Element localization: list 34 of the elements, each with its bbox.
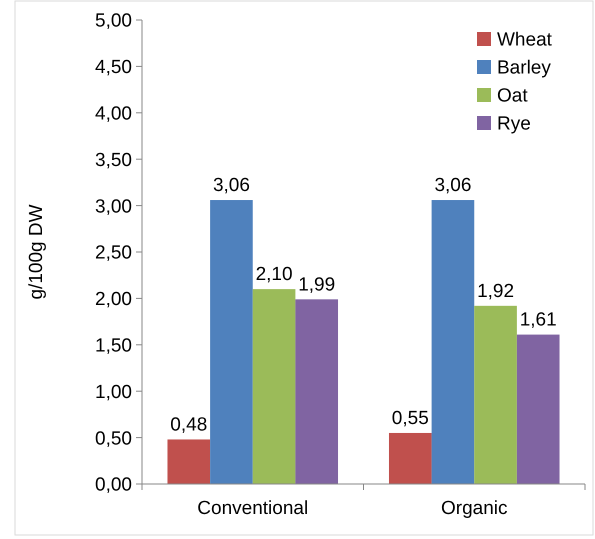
bar [474,306,517,484]
y-tick-label: 5,00 [95,10,132,32]
data-label: 1,61 [520,310,557,331]
bar [210,200,253,484]
legend-label: Barley [497,58,552,79]
y-tick-label: 2,00 [95,289,132,310]
data-label: 0,48 [170,414,208,436]
y-axis-title: g/100g DW [26,204,47,300]
y-tick-label: 1,00 [95,382,132,403]
data-label: 1,92 [477,280,514,302]
y-tick-label: 3,50 [95,150,132,171]
legend-label: Wheat [497,30,553,51]
y-tick-label: 1,50 [95,335,132,356]
data-label: 1,99 [298,274,336,296]
y-tick-label: 4,50 [95,57,132,78]
y-tick-label: 2,50 [95,242,132,264]
data-label: 3,06 [434,175,472,196]
bar [432,200,474,484]
y-tick-label: 0,50 [95,428,132,450]
data-label: 3,06 [212,175,250,196]
bar [388,432,432,484]
x-tick-label: Organic [440,498,508,519]
bar [167,439,210,484]
legend-label: Rye [497,114,531,135]
bar [516,334,560,484]
data-label: 0,55 [392,408,429,429]
y-tick-label: 0,00 [95,474,132,496]
x-tick-label: Conventional [197,498,308,519]
legend-label: Oat [497,86,528,107]
y-tick-label: 3,00 [95,196,132,218]
bar [252,289,296,484]
data-label: 2,10 [256,264,293,286]
y-tick-label: 4,00 [95,103,132,124]
bar [295,299,338,484]
